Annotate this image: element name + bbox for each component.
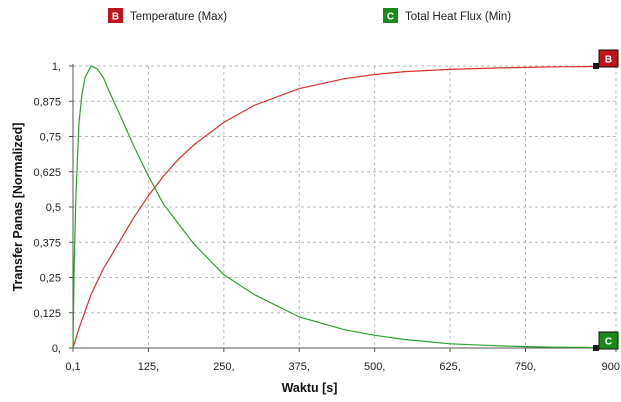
y-tick-label: 1,: [52, 61, 61, 73]
series-lines: [72, 65, 617, 349]
end-marker-b: B: [593, 49, 619, 69]
y-tick-label: 0,625: [33, 167, 61, 179]
x-tick-label: 500,: [364, 361, 385, 373]
y-tick-label: 0,75: [40, 132, 61, 144]
legend-badge-letter: C: [387, 12, 394, 23]
legend-badge: [108, 8, 123, 23]
legend-badge-letter: B: [112, 12, 119, 23]
x-axis-label: Waktu [s]: [282, 381, 338, 395]
grid: [73, 65, 617, 348]
end-badge-box: [598, 49, 619, 68]
legend-item-c: C Total Heat Flux (Min): [383, 8, 511, 23]
x-tick-label: 250,: [213, 361, 234, 373]
y-tick-label: 0,5: [46, 202, 61, 214]
y-tick-label: 0,25: [40, 273, 61, 285]
legend-label: Total Heat Flux (Min): [405, 11, 511, 23]
series-end-markers: BC: [593, 49, 619, 351]
x-tick-label: 375,: [289, 361, 310, 373]
x-tick-label: 0,1: [65, 361, 80, 373]
x-tick-label: 750,: [515, 361, 536, 373]
x-axis-ticks: 0,1 125, 250, 375, 500, 625, 750, 900: [65, 348, 620, 373]
x-tick-label: 125,: [138, 361, 159, 373]
y-tick-label: 0,875: [33, 96, 61, 108]
y-axis-ticks: 0, 0,125 0,25 0,375 0,5 0,625 0,75 0,875 1,: [33, 61, 73, 355]
y-tick-label: 0,125: [33, 308, 61, 320]
legend-label: Temperature (Max): [130, 11, 227, 23]
y-tick-label: 0,375: [33, 237, 61, 249]
end-badge-letter: C: [605, 337, 612, 348]
series-line-c: [72, 65, 617, 349]
x-tick-label: 625,: [439, 361, 460, 373]
legend: B Temperature (Max) C Total Heat Flux (Min): [108, 8, 511, 23]
end-marker-c: C: [593, 331, 619, 351]
end-point-square: [593, 345, 599, 351]
y-axis-label: Transfer Panas [Normalized]: [11, 123, 25, 292]
end-badge-box: [598, 331, 619, 350]
legend-badge: [383, 8, 398, 23]
legend-item-b: B Temperature (Max): [108, 8, 227, 23]
end-badge-letter: B: [605, 55, 612, 66]
end-point-square: [593, 63, 599, 69]
series-line-b: [72, 65, 617, 349]
x-tick-label: 900: [602, 361, 620, 373]
y-tick-label: 0,: [52, 343, 61, 355]
